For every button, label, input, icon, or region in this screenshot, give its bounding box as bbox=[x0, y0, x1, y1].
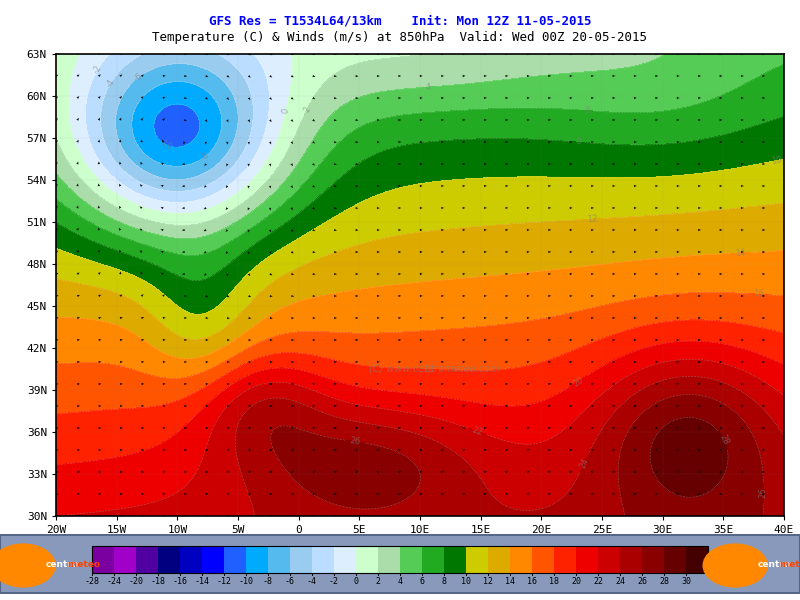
Bar bbox=[312, 546, 334, 573]
Bar bbox=[466, 546, 488, 573]
Text: centro: centro bbox=[46, 560, 79, 569]
Text: 30: 30 bbox=[681, 577, 691, 586]
Bar bbox=[202, 546, 224, 573]
Text: 8: 8 bbox=[442, 577, 446, 586]
Text: 20: 20 bbox=[571, 577, 581, 586]
Bar bbox=[598, 546, 620, 573]
Bar bbox=[686, 546, 708, 573]
Text: -10: -10 bbox=[238, 577, 254, 586]
Text: 2: 2 bbox=[375, 577, 381, 586]
Bar bbox=[268, 546, 290, 573]
Bar bbox=[444, 546, 466, 573]
Bar bbox=[136, 546, 158, 573]
Text: meteo: meteo bbox=[46, 560, 100, 569]
Text: 6: 6 bbox=[419, 577, 425, 586]
Text: 28: 28 bbox=[718, 433, 730, 446]
Text: -8: -8 bbox=[263, 577, 273, 586]
Bar bbox=[488, 546, 510, 573]
Text: meteo: meteo bbox=[758, 560, 800, 569]
Text: -2: -2 bbox=[92, 64, 104, 75]
Text: 0: 0 bbox=[354, 577, 358, 586]
Text: 12: 12 bbox=[483, 577, 493, 586]
Bar bbox=[290, 546, 312, 573]
Bar bbox=[642, 546, 664, 573]
Text: 24: 24 bbox=[615, 577, 625, 586]
Text: 14: 14 bbox=[505, 577, 515, 586]
Text: (C) www.centrometeo.com: (C) www.centrometeo.com bbox=[370, 363, 500, 373]
Text: Temperature (C) & Winds (m/s) at 850hPa  Valid: Wed 00Z 20-05-2015: Temperature (C) & Winds (m/s) at 850hPa … bbox=[153, 31, 647, 44]
Text: -18: -18 bbox=[150, 577, 166, 586]
Circle shape bbox=[0, 544, 55, 587]
Text: -24: -24 bbox=[106, 577, 122, 586]
Text: 10: 10 bbox=[770, 155, 782, 166]
FancyBboxPatch shape bbox=[0, 535, 800, 593]
Text: 10: 10 bbox=[461, 577, 471, 586]
Bar bbox=[334, 546, 356, 573]
Text: GFS Res = T1534L64/13km    Init: Mon 12Z 11-05-2015: GFS Res = T1534L64/13km Init: Mon 12Z 11… bbox=[209, 14, 591, 28]
Text: 22: 22 bbox=[471, 425, 484, 437]
Text: 28: 28 bbox=[659, 577, 669, 586]
Text: 14: 14 bbox=[734, 248, 746, 258]
Bar bbox=[180, 546, 202, 573]
Text: 26: 26 bbox=[637, 577, 647, 586]
Text: -16: -16 bbox=[173, 577, 187, 586]
Text: 20: 20 bbox=[571, 375, 585, 388]
Bar bbox=[554, 546, 576, 573]
Bar bbox=[114, 546, 136, 573]
Text: -2: -2 bbox=[329, 577, 339, 586]
Bar bbox=[620, 546, 642, 573]
Text: -6: -6 bbox=[132, 71, 144, 83]
Bar bbox=[224, 546, 246, 573]
Text: 12: 12 bbox=[587, 214, 598, 224]
Text: 6: 6 bbox=[584, 106, 590, 115]
Bar bbox=[356, 546, 378, 573]
Text: 26: 26 bbox=[758, 487, 768, 498]
Text: -14: -14 bbox=[194, 577, 210, 586]
Bar bbox=[510, 546, 532, 573]
Bar bbox=[422, 546, 444, 573]
Text: 22: 22 bbox=[593, 577, 603, 586]
Text: 16: 16 bbox=[527, 577, 537, 586]
Circle shape bbox=[703, 544, 767, 587]
Text: 4: 4 bbox=[426, 82, 431, 92]
Bar bbox=[92, 546, 114, 573]
Text: 4: 4 bbox=[398, 577, 402, 586]
Text: -4: -4 bbox=[307, 577, 317, 586]
Text: -20: -20 bbox=[129, 577, 143, 586]
Text: -4: -4 bbox=[105, 77, 117, 89]
Text: -10: -10 bbox=[158, 137, 174, 152]
Text: 2: 2 bbox=[302, 105, 312, 114]
Bar bbox=[532, 546, 554, 573]
Bar bbox=[400, 546, 422, 573]
Text: 24: 24 bbox=[578, 457, 590, 470]
Text: centro: centro bbox=[758, 560, 791, 569]
Text: 16: 16 bbox=[753, 289, 764, 299]
Text: 18: 18 bbox=[549, 577, 559, 586]
Text: 0: 0 bbox=[281, 107, 291, 115]
Bar bbox=[158, 546, 180, 573]
Text: -6: -6 bbox=[285, 577, 295, 586]
Bar bbox=[576, 546, 598, 573]
Bar bbox=[378, 546, 400, 573]
Bar bbox=[246, 546, 268, 573]
Text: 18: 18 bbox=[422, 365, 434, 374]
Bar bbox=[664, 546, 686, 573]
Text: -12: -12 bbox=[217, 577, 231, 586]
Text: -28: -28 bbox=[85, 577, 99, 586]
Bar bbox=[92, 546, 708, 573]
Text: 26: 26 bbox=[350, 436, 361, 447]
Text: 8: 8 bbox=[575, 137, 581, 147]
Text: -8: -8 bbox=[200, 150, 212, 162]
